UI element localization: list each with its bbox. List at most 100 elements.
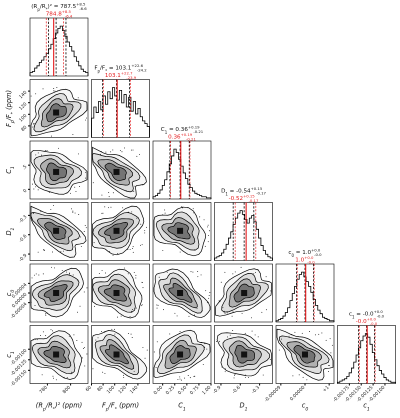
sample-point xyxy=(77,97,79,99)
sample-point xyxy=(42,331,44,333)
sample-point xyxy=(32,339,34,341)
x-tick-label: -0.00009 xyxy=(263,385,282,404)
y-tick-label: -0.9 xyxy=(18,253,29,264)
sample-point xyxy=(240,266,242,268)
sample-point xyxy=(132,248,134,249)
sample-point xyxy=(132,251,134,253)
sample-point xyxy=(74,186,76,188)
sample-point xyxy=(207,235,209,237)
sample-point xyxy=(79,305,81,307)
sample-point xyxy=(204,346,206,348)
sample-point xyxy=(224,371,226,373)
sample-point xyxy=(190,271,192,273)
sample-point xyxy=(136,307,137,309)
density-peak xyxy=(177,290,184,296)
scatter-panel-5-1: 60 80 100 120 140 Fp/F* (ppm) xyxy=(85,325,150,413)
sample-point xyxy=(70,192,71,194)
sample-point xyxy=(33,212,34,214)
hist-panel-5: c1 = -0.0+0.0 -0.0-0.0+0.0 -0.0-0.00175-0.… xyxy=(332,309,396,412)
sample-point xyxy=(216,340,218,342)
sample-point xyxy=(50,135,52,137)
histogram-step xyxy=(337,333,396,384)
sample-point xyxy=(187,375,189,376)
sample-point xyxy=(280,338,282,340)
sample-point xyxy=(200,274,202,276)
sample-point xyxy=(44,150,46,152)
sample-point xyxy=(269,358,271,360)
sample-point xyxy=(193,376,195,378)
sample-point xyxy=(132,309,134,310)
sample-point xyxy=(257,269,259,270)
sample-point xyxy=(179,378,181,380)
sample-point xyxy=(43,249,44,251)
sample-point xyxy=(144,232,146,234)
sample-point xyxy=(133,370,135,372)
sample-point xyxy=(164,212,166,214)
sample-point xyxy=(131,211,133,213)
scatter-panel-3-2 xyxy=(152,202,212,261)
sample-point xyxy=(189,377,191,379)
sample-point xyxy=(207,224,209,226)
sample-point xyxy=(112,149,114,151)
density-peak xyxy=(113,227,120,234)
scatter-panel-2-0: 0 .5 C1 xyxy=(5,140,89,200)
sample-point xyxy=(197,271,199,273)
sample-point xyxy=(102,371,104,373)
sample-point xyxy=(142,346,144,348)
sample-point xyxy=(33,123,35,124)
sample-point xyxy=(182,207,184,209)
sample-point xyxy=(104,206,106,208)
y-axis-label: D1 xyxy=(5,227,16,235)
sample-point xyxy=(194,375,196,377)
sample-point xyxy=(51,266,53,268)
sample-point xyxy=(66,377,68,379)
sample-point xyxy=(98,273,100,274)
sample-point xyxy=(37,152,39,154)
sample-point xyxy=(102,212,104,214)
sample-point xyxy=(85,227,87,229)
x-tick-label: 140 xyxy=(129,385,139,395)
y-tick-label: -0.6 xyxy=(18,233,29,244)
sample-point xyxy=(294,331,296,333)
density-peak xyxy=(53,290,60,296)
sample-point xyxy=(123,376,125,378)
sample-point xyxy=(42,273,44,275)
x-tick-label: 60 xyxy=(85,385,93,393)
sample-point xyxy=(72,274,74,276)
density-peak xyxy=(53,351,60,358)
sample-point xyxy=(232,330,234,331)
hist-panel-3: D1 = -0.54+0.15 -0.17-0.52+0.15 -0.17 xyxy=(214,186,273,261)
sample-point xyxy=(133,272,135,273)
param-title: C1 = 0.36+0.19 -0.21 xyxy=(161,124,204,134)
sample-point xyxy=(251,317,252,319)
x-tick-label: -0.9 xyxy=(212,385,223,396)
scatter-panel-5-4: -0.00009 0.00000 +1 c0 xyxy=(263,325,335,412)
sample-point xyxy=(330,352,332,354)
sample-point xyxy=(204,343,206,345)
x-axis-label: Fp/F* (ppm) xyxy=(102,402,139,413)
sample-point xyxy=(146,349,148,351)
sample-point xyxy=(129,249,131,251)
sample-point xyxy=(133,190,135,192)
sample-point xyxy=(50,329,52,331)
sample-point xyxy=(117,253,119,254)
sample-point xyxy=(62,250,64,252)
x-tick-label: 120 xyxy=(117,385,127,395)
sample-point xyxy=(220,281,222,283)
sample-point xyxy=(79,186,80,187)
sample-point xyxy=(53,90,55,92)
sample-point xyxy=(104,372,106,374)
sample-point xyxy=(71,371,73,373)
sample-point xyxy=(130,149,132,151)
y-tick-label: 100 xyxy=(18,113,28,123)
sample-point xyxy=(223,310,225,312)
sample-point xyxy=(329,364,330,366)
sample-point xyxy=(179,376,181,378)
param-title: c0 = 1.0+0.0 -0.0 xyxy=(288,247,322,257)
sample-point xyxy=(135,274,137,276)
sample-point xyxy=(46,312,48,314)
sample-point xyxy=(174,312,176,314)
sample-point xyxy=(105,272,107,274)
sample-point xyxy=(136,217,138,219)
